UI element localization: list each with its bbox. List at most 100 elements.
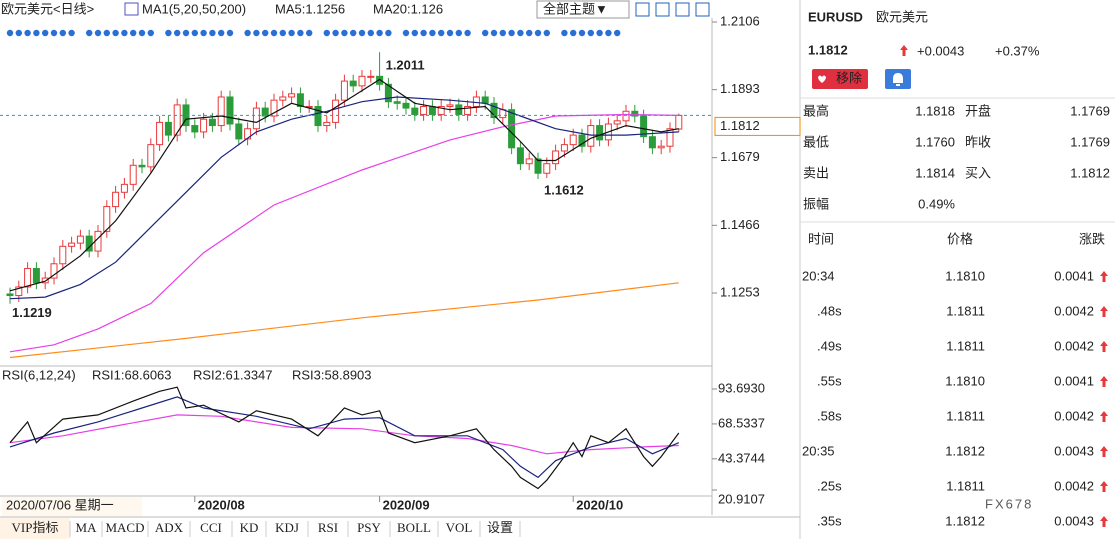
up-arrow-icon <box>1100 481 1108 492</box>
y-tick-label: 43.3744 <box>718 450 765 465</box>
trade-change: 0.0042 <box>1054 338 1094 353</box>
candle-body <box>129 164 137 185</box>
event-dot <box>50 29 58 37</box>
trade-time: .48s <box>817 303 842 318</box>
candle-body <box>173 104 181 136</box>
event-dot <box>376 29 383 37</box>
remove-button[interactable] <box>812 69 868 89</box>
tab[interactable]: VOL <box>446 520 473 535</box>
stat-label: 卖出 <box>803 165 829 180</box>
candle-body <box>534 158 542 174</box>
candle-body <box>156 121 164 146</box>
event-dot <box>15 29 22 37</box>
event-dot <box>209 29 216 37</box>
icon[interactable] <box>695 2 710 17</box>
icon[interactable] <box>655 2 670 17</box>
rsi-line <box>9 386 680 490</box>
candle-body <box>32 268 40 284</box>
candle-body <box>508 109 516 149</box>
event-dot <box>323 29 330 37</box>
tab[interactable]: KDJ <box>275 520 299 535</box>
trade-price: 1.1811 <box>946 338 985 353</box>
trade-change: 0.0043 <box>1054 513 1094 528</box>
tab[interactable]: KD <box>240 520 259 535</box>
event-dot <box>288 29 295 37</box>
tab[interactable]: ADX <box>155 520 184 535</box>
event-dot <box>165 29 172 37</box>
event-dot <box>561 29 568 37</box>
bell-icon <box>893 73 903 86</box>
candle-body <box>481 96 489 104</box>
candle-body <box>376 75 384 85</box>
watermark: FX678 <box>985 496 1033 511</box>
tab[interactable]: BOLL <box>397 520 431 535</box>
y-tick-label: 93.6930 <box>718 380 765 395</box>
rsi2-legend: RSI2:61.3347 <box>193 367 273 382</box>
icon[interactable] <box>675 2 690 17</box>
stat-value: 0.49% <box>918 196 955 211</box>
candle-body <box>384 83 392 103</box>
candle-body <box>666 128 674 147</box>
event-dot <box>138 29 146 37</box>
candle-body <box>24 268 32 288</box>
y-tick-label: 20.9107 <box>718 491 765 506</box>
event-dot <box>570 29 577 37</box>
tab[interactable]: MACD <box>105 520 144 535</box>
candle-body <box>543 163 551 174</box>
stat-value: 1.1760 <box>915 134 955 149</box>
ma-legend: MA1(5,20,50,200) <box>142 1 246 16</box>
event-dot <box>464 29 471 37</box>
quote-symbol: EURUSD <box>808 9 863 24</box>
event-dot <box>587 29 594 37</box>
candle-body <box>340 80 348 101</box>
stat-label: 最高 <box>803 103 829 118</box>
up-arrow-icon <box>1100 341 1108 352</box>
tab[interactable]: VIP指标 <box>12 520 59 535</box>
toolbar-symbol: 欧元美元 <box>1 1 53 16</box>
y-tick-label: 1.2106 <box>720 13 760 28</box>
tab[interactable]: RSI <box>318 520 338 535</box>
remove-button-label[interactable]: 移除 <box>836 70 862 85</box>
trades-header: 涨跌 <box>1079 231 1105 246</box>
event-dot <box>218 29 225 37</box>
event-dot <box>33 29 40 37</box>
event-dot <box>24 29 31 37</box>
quote-change-pct: +0.37% <box>995 43 1040 58</box>
tab[interactable]: 设置 <box>487 520 513 535</box>
high-label: 1.2011 <box>386 58 425 73</box>
stat-value: 1.1769 <box>1070 103 1110 118</box>
candle-body <box>411 107 419 115</box>
event-dot <box>482 29 489 37</box>
event-dot <box>332 29 339 37</box>
tab[interactable]: MA <box>76 520 98 535</box>
event-dot <box>614 29 621 37</box>
trade-time: .35s <box>817 513 842 528</box>
event-dot <box>341 29 348 37</box>
stat-value: 1.1818 <box>915 103 955 118</box>
event-dot <box>226 29 234 37</box>
tab[interactable]: PSY <box>357 520 381 535</box>
candle-body <box>314 106 322 127</box>
candle-body <box>59 245 67 265</box>
x-tick-label: 2020/08 <box>198 497 245 512</box>
event-dot <box>6 29 14 37</box>
low-label: 1.1612 <box>544 182 584 197</box>
candle-body <box>596 125 604 141</box>
quote-name: 欧元美元 <box>876 9 928 24</box>
candle-body <box>147 144 155 168</box>
candle-body <box>622 110 630 122</box>
candle-body <box>6 293 14 297</box>
icon[interactable] <box>635 2 650 17</box>
theme-button-label[interactable]: 全部主题▼ <box>543 1 608 16</box>
candle-body <box>402 102 410 109</box>
event-dot <box>526 29 533 37</box>
event-dot <box>534 29 542 37</box>
stat-label: 开盘 <box>965 103 991 118</box>
candle-body <box>648 136 656 149</box>
tab[interactable]: CCI <box>200 520 222 535</box>
event-dot <box>297 29 304 37</box>
theme-button[interactable] <box>536 0 630 19</box>
trades-header: 时间 <box>808 231 834 246</box>
candle-body <box>393 101 401 104</box>
event-dot <box>244 29 251 37</box>
